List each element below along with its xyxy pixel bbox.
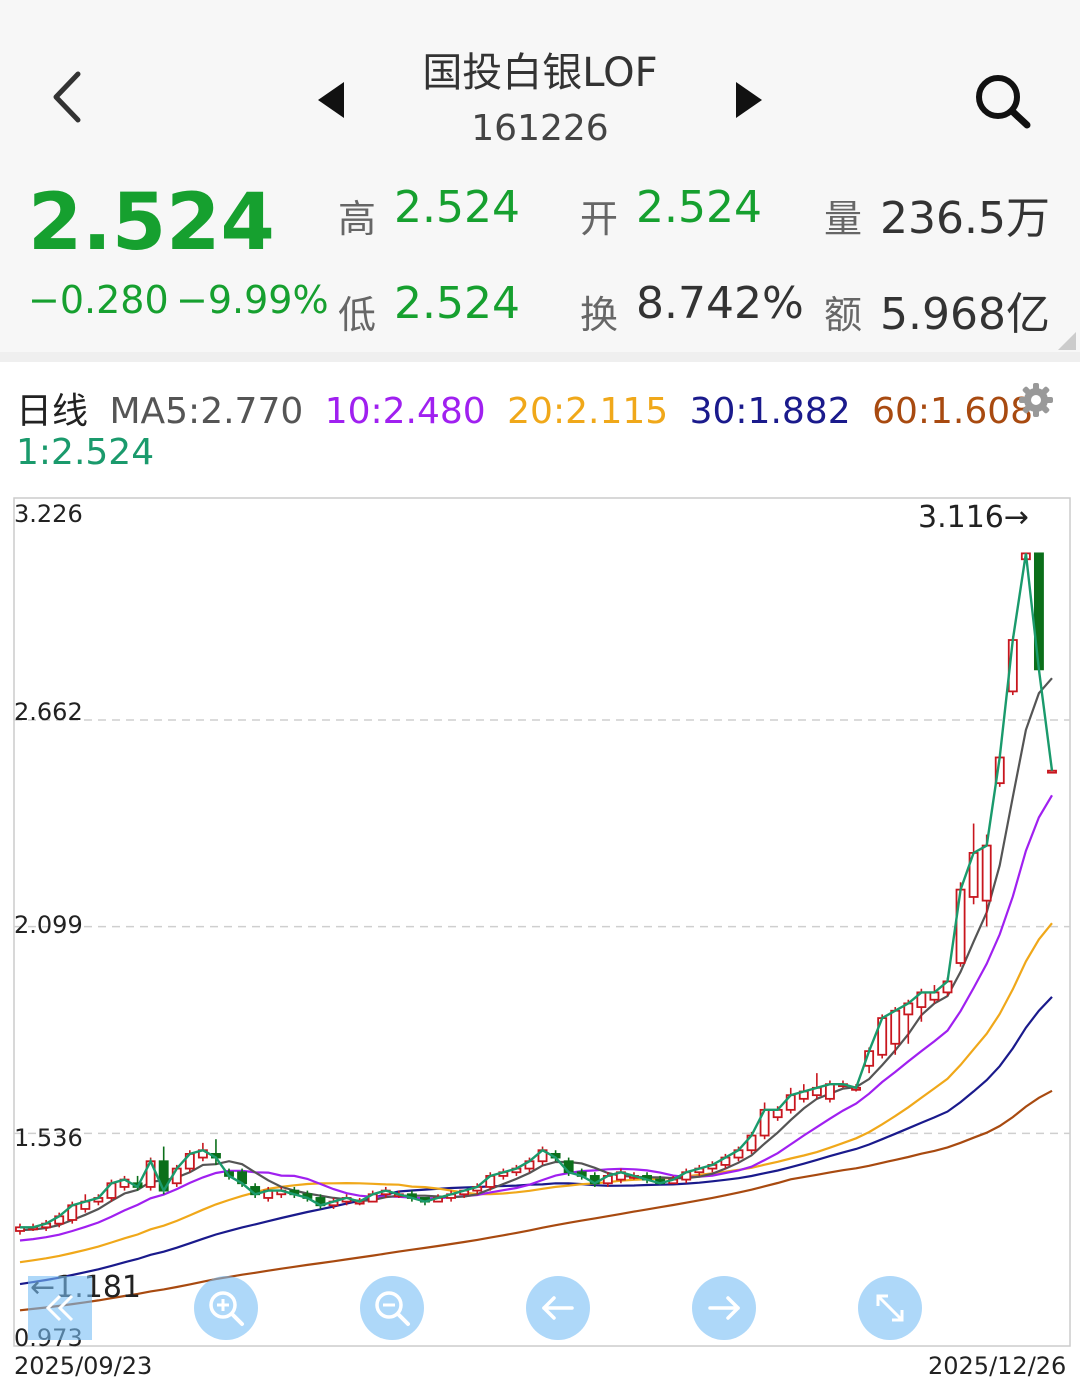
prev-stock-button[interactable]: [310, 78, 350, 122]
expand-icon: [876, 1294, 904, 1322]
corner-resize-icon: [1058, 332, 1076, 350]
ma20-value: 20:2.115: [507, 391, 669, 432]
triangle-right-icon: [736, 82, 762, 118]
open-value: 2.524: [636, 182, 762, 233]
y-tick-label: 1.536: [14, 1124, 83, 1152]
fullscreen-button[interactable]: [858, 1276, 922, 1340]
end-date-label: 2025/12/26: [928, 1352, 1067, 1380]
double-left-icon: [45, 1294, 74, 1322]
quote-panel: 2.524 −0.280 −9.99% 高 2.524 低 2.524 开 2.…: [0, 160, 1080, 352]
ma20-line: [19, 922, 1053, 1264]
price-change-pct: −9.99%: [176, 278, 329, 322]
ma30-line: [19, 996, 1053, 1286]
candle-body: [1047, 769, 1057, 774]
ma1-polyline: [20, 553, 1054, 1229]
candlestick-chart[interactable]: [0, 490, 1080, 1399]
search-button[interactable]: [970, 70, 1034, 130]
ma10-line: [19, 794, 1053, 1242]
pan-right-button[interactable]: [692, 1276, 756, 1340]
candle: [119, 1175, 130, 1191]
gear-icon: [1019, 383, 1053, 417]
candle-body: [824, 1083, 835, 1100]
start-date-label: 2025/09/23: [14, 1352, 153, 1380]
grid-lines: [14, 719, 1070, 1135]
period-label[interactable]: 日线: [16, 391, 89, 432]
low-label: 低: [338, 293, 377, 337]
candle: [759, 1102, 770, 1140]
y-tick-label: 3.226: [14, 500, 83, 528]
next-stock-button[interactable]: [730, 78, 770, 122]
top-header: 国投白银LOF 161226: [0, 0, 1080, 160]
candle-body: [981, 844, 992, 902]
zoom-in-icon: [209, 1291, 244, 1326]
ma-legend: 日线 MA5:2.770 10:2.480 20:2.115 30:1.882 …: [16, 382, 1033, 434]
volume-value: 236.5万: [880, 193, 1050, 244]
search-icon: [976, 75, 1031, 129]
page-title: 国投白银LOF: [422, 50, 658, 96]
candle: [785, 1087, 796, 1114]
ma5-value: MA5:2.770: [109, 391, 304, 432]
ma-lines: [19, 677, 1053, 1312]
y-tick-label: 2.662: [14, 698, 83, 726]
chart-frame: [13, 497, 1071, 1347]
volume-label: 量: [824, 197, 863, 241]
arrow-right-icon: [708, 1296, 740, 1320]
zoom-out-icon: [375, 1291, 410, 1326]
rewind-button[interactable]: [28, 1276, 92, 1340]
zoom-out-button[interactable]: [360, 1276, 424, 1340]
price-change: −0.280: [28, 278, 169, 322]
turnover-value: 8.742%: [636, 278, 804, 329]
ma10-value: 10:2.480: [324, 391, 486, 432]
ma60-line: [19, 1089, 1053, 1312]
low-value: 2.524: [394, 278, 520, 329]
triangle-left-icon: [318, 82, 344, 118]
open-label: 开: [580, 197, 619, 241]
ma1-value: 1:2.524: [16, 432, 155, 473]
arrow-left-icon: [542, 1296, 574, 1320]
zoom-in-button[interactable]: [194, 1276, 258, 1340]
settings-button[interactable]: [1016, 380, 1056, 420]
back-button[interactable]: [40, 62, 100, 132]
amount-label: 额: [824, 293, 863, 337]
high-label: 高: [338, 197, 377, 241]
pan-left-button[interactable]: [526, 1276, 590, 1340]
high-value: 2.524: [394, 182, 520, 233]
ma60-value: 60:1.608: [872, 391, 1034, 432]
last-price: 2.524: [28, 178, 275, 268]
chevron-left-icon: [53, 71, 81, 123]
candle-body: [955, 888, 966, 964]
ma1-line: [20, 553, 1054, 1229]
candle: [15, 1223, 25, 1235]
max-price-label: 3.116→: [918, 500, 1030, 535]
turnover-label: 换: [580, 293, 619, 337]
candle: [1047, 769, 1057, 774]
y-tick-label: 2.099: [14, 911, 83, 939]
ma30-value: 30:1.882: [689, 391, 851, 432]
candle-body: [890, 1009, 901, 1045]
ma5-line: [19, 677, 1053, 1232]
stock-code: 161226: [471, 108, 609, 149]
section-divider: [0, 352, 1080, 362]
amount-value: 5.968亿: [880, 289, 1050, 340]
chart-area[interactable]: 3.226 2.662 2.099 1.536 0.973 3.116→ ←1.…: [0, 490, 1080, 1399]
